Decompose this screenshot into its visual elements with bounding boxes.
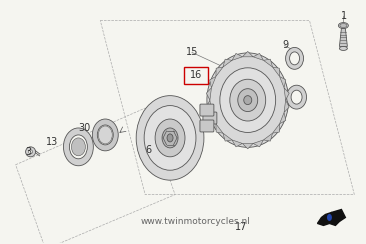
Ellipse shape (340, 24, 347, 28)
Text: 3: 3 (26, 147, 31, 157)
Ellipse shape (244, 96, 252, 105)
Polygon shape (264, 133, 273, 141)
Polygon shape (206, 100, 212, 112)
Polygon shape (223, 59, 232, 67)
Ellipse shape (144, 106, 196, 170)
Text: 16: 16 (190, 70, 202, 80)
Polygon shape (223, 133, 232, 141)
Ellipse shape (71, 138, 85, 156)
Polygon shape (339, 29, 347, 46)
Ellipse shape (285, 47, 303, 69)
Circle shape (26, 147, 36, 157)
Ellipse shape (97, 125, 113, 145)
Ellipse shape (238, 89, 258, 112)
Ellipse shape (162, 128, 178, 148)
Ellipse shape (339, 22, 348, 29)
Polygon shape (264, 59, 273, 67)
Text: 15: 15 (186, 47, 198, 57)
Polygon shape (206, 88, 212, 100)
Circle shape (29, 150, 33, 154)
Ellipse shape (290, 52, 299, 65)
Polygon shape (280, 112, 286, 124)
Ellipse shape (155, 119, 185, 157)
Polygon shape (232, 140, 242, 147)
Text: 6: 6 (145, 145, 151, 155)
Ellipse shape (98, 126, 112, 144)
Ellipse shape (92, 119, 118, 151)
Ellipse shape (339, 46, 347, 51)
Text: 1: 1 (341, 10, 347, 20)
Polygon shape (242, 143, 253, 149)
Polygon shape (273, 124, 280, 133)
Polygon shape (210, 112, 216, 124)
Polygon shape (332, 210, 346, 222)
Ellipse shape (70, 135, 87, 159)
Polygon shape (273, 67, 280, 76)
Bar (184, 67, 208, 84)
Polygon shape (210, 76, 216, 88)
Polygon shape (284, 88, 289, 100)
Polygon shape (216, 124, 223, 133)
Polygon shape (232, 53, 242, 60)
FancyBboxPatch shape (203, 112, 217, 124)
Text: 30: 30 (78, 123, 90, 133)
Polygon shape (242, 51, 253, 57)
Polygon shape (280, 76, 286, 88)
Ellipse shape (136, 96, 204, 180)
Polygon shape (317, 213, 339, 225)
Ellipse shape (230, 79, 266, 121)
Polygon shape (216, 67, 223, 76)
FancyBboxPatch shape (200, 120, 214, 132)
FancyBboxPatch shape (200, 104, 214, 116)
Ellipse shape (287, 85, 307, 109)
Ellipse shape (291, 90, 302, 104)
Ellipse shape (327, 214, 332, 221)
Ellipse shape (207, 53, 289, 147)
Ellipse shape (167, 134, 173, 142)
Polygon shape (253, 53, 264, 60)
Text: 9: 9 (283, 41, 289, 51)
Text: 17: 17 (235, 222, 247, 232)
Text: 13: 13 (46, 137, 59, 147)
Polygon shape (253, 140, 264, 147)
Polygon shape (284, 100, 289, 112)
Ellipse shape (63, 128, 93, 166)
Ellipse shape (220, 68, 276, 132)
Text: www.twinmotorcycles.nl: www.twinmotorcycles.nl (141, 217, 251, 226)
